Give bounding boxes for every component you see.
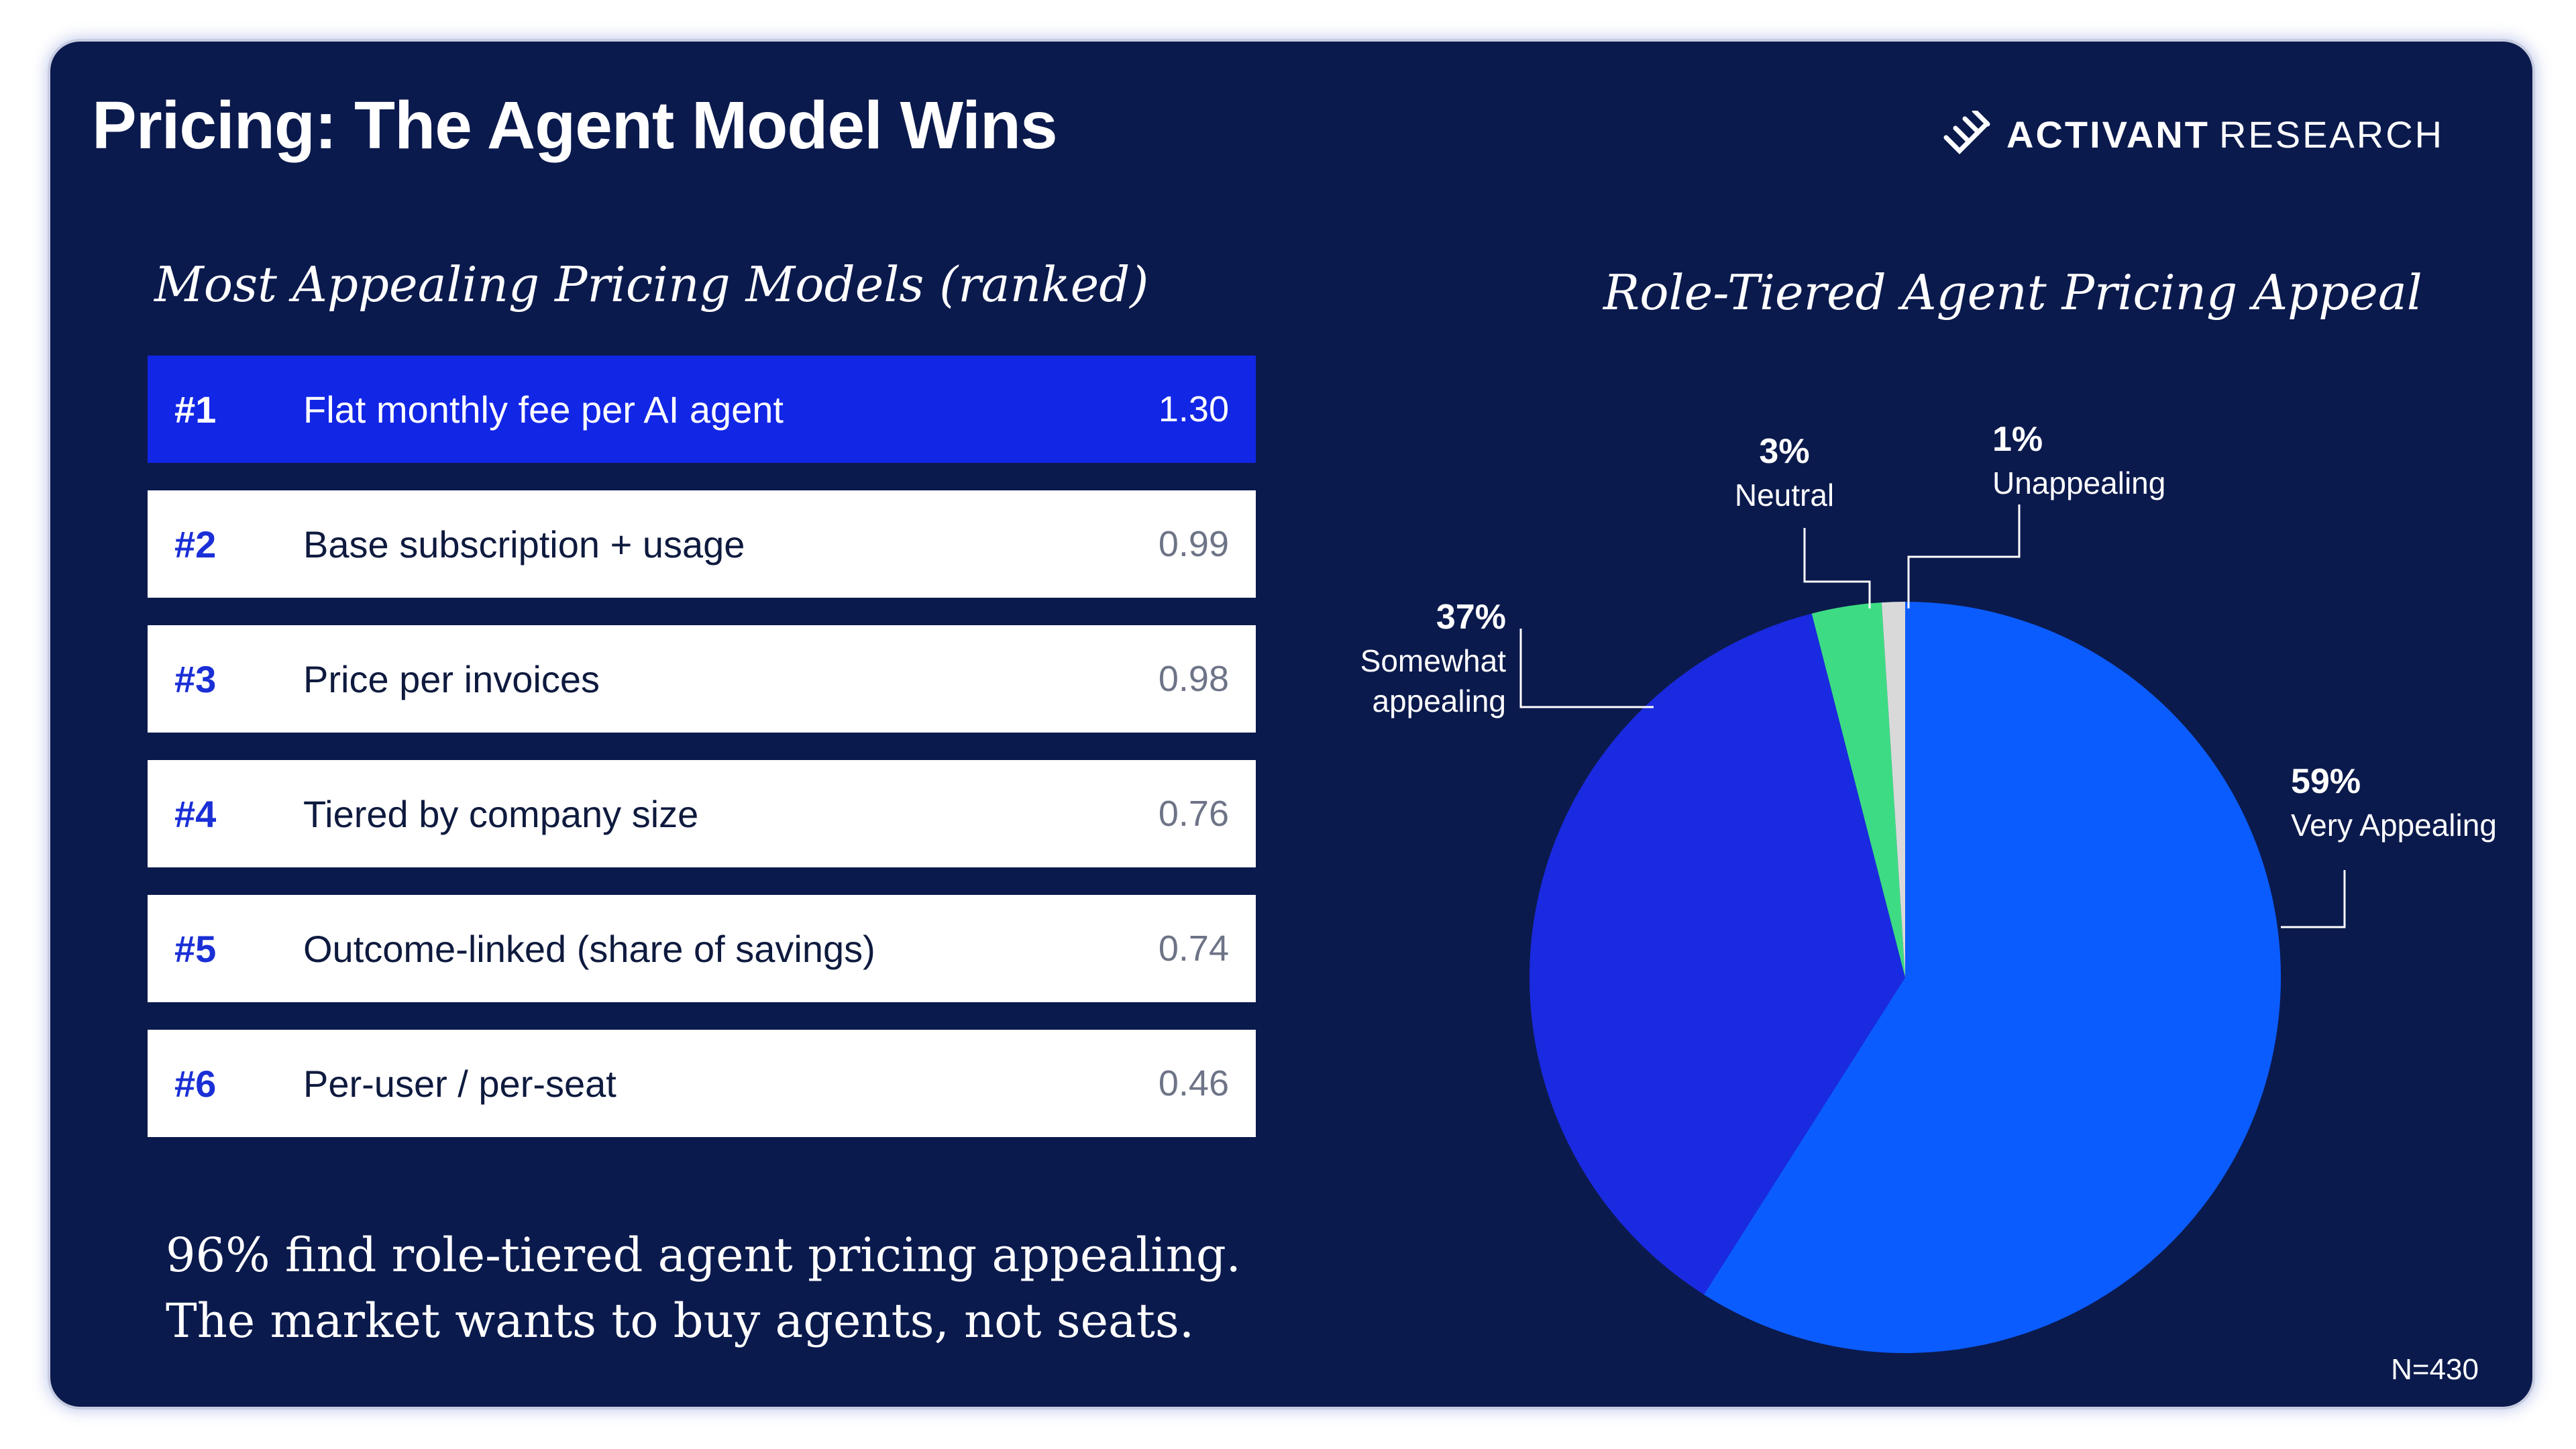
pie-category-label: Neutral (1735, 478, 1834, 513)
pie-pct-label: 3% (1759, 432, 1809, 471)
rank-number: #3 (174, 657, 217, 700)
rank-row: #4 Tiered by company size 0.76 (148, 760, 1256, 867)
takeaway-line-2: The market wants to buy agents, not seat… (166, 1293, 1195, 1348)
pie-pct-label: 37% (1436, 598, 1506, 637)
rank-number: #1 (174, 388, 217, 431)
pie-pct-label: 1% (1992, 420, 2043, 459)
pie-section-title: Role-Tiered Agent Pricing Appeal (1603, 264, 2422, 321)
pie-slice-neutral (1811, 602, 1905, 977)
rank-label: Price per invoices (303, 657, 600, 700)
takeaway-line-1: 96% find role-tiered agent pricing appea… (166, 1228, 1241, 1283)
rank-score: 1.30 (1158, 389, 1229, 429)
pie-category-label: Somewhat (1360, 643, 1507, 678)
rank-row: #2 Base subscription + usage 0.99 (148, 490, 1256, 598)
ranked-section-title: Most Appealing Pricing Models (ranked) (154, 256, 1149, 313)
rank-label: Tiered by company size (303, 792, 699, 835)
activant-logo-icon (1943, 111, 1990, 154)
rank-row: #5 Outcome-linked (share of savings) 0.7… (148, 895, 1256, 1002)
leader-line (1907, 504, 2021, 608)
sample-size-note: N=430 (2391, 1353, 2479, 1386)
pie-chart: 59% Very Appealing 37% Somewhat appealing 3% N… (1360, 420, 2497, 1353)
pie-category-label: appealing (1372, 684, 1506, 718)
rank-label: Flat monthly fee per AI agent (303, 388, 784, 431)
rank-score: 0.76 (1158, 794, 1229, 834)
rank-score: 0.74 (1158, 928, 1229, 969)
slide: Pricing: The Agent Model Wins ACTIVANT R… (50, 42, 2532, 1407)
brand-sub: RESEARCH (2218, 113, 2445, 156)
page-title: Pricing: The Agent Model Wins (92, 88, 1058, 163)
rank-number: #4 (174, 792, 217, 835)
rank-score: 0.99 (1158, 524, 1229, 564)
rank-label: Base subscription + usage (303, 523, 745, 566)
pie-slice-very-appealing (1703, 602, 2281, 1353)
takeaway: 96% find role-tiered agent pricing appea… (166, 1222, 1241, 1354)
ranked-list: #1 Flat monthly fee per AI agent 1.30 #2… (148, 356, 1256, 1165)
rank-label: Outcome-linked (share of savings) (303, 927, 875, 970)
pie-slice-somewhat-appealing (1529, 613, 1905, 1295)
rank-score: 0.46 (1158, 1063, 1229, 1104)
pie-category-label: Unappealing (1992, 466, 2165, 500)
rank-row: #3 Price per invoices 0.98 (148, 625, 1256, 733)
rank-number: #5 (174, 927, 217, 970)
rank-score: 0.98 (1158, 659, 1229, 699)
leader-line (1803, 528, 1871, 608)
brand-name: ACTIVANT (2006, 113, 2210, 156)
rank-row: #1 Flat monthly fee per AI agent 1.30 (148, 356, 1256, 463)
leader-line (1519, 629, 1654, 708)
pie-pct-label: 59% (2291, 762, 2361, 801)
brand-logo: ACTIVANT RESEARCH (1942, 107, 2444, 161)
rank-number: #6 (174, 1062, 217, 1105)
leader-line (2281, 870, 2346, 928)
rank-row: #6 Per-user / per-seat 0.46 (148, 1030, 1256, 1137)
rank-label: Per-user / per-seat (303, 1062, 616, 1105)
pie-slice-unappealing (1881, 602, 1905, 977)
pie-category-label: Very Appealing (2291, 808, 2497, 843)
rank-number: #2 (174, 523, 217, 566)
